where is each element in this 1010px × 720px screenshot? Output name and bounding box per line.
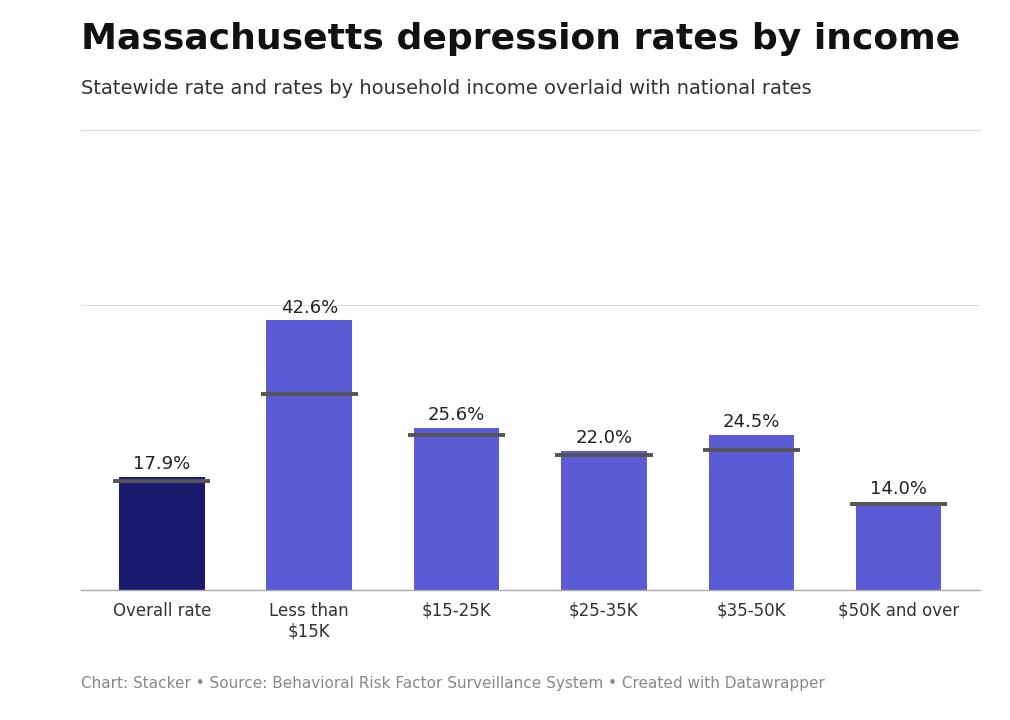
Text: Statewide rate and rates by household income overlaid with national rates: Statewide rate and rates by household in… (81, 79, 811, 98)
Text: Massachusetts depression rates by income: Massachusetts depression rates by income (81, 22, 961, 55)
Text: 14.0%: 14.0% (871, 480, 927, 498)
Bar (709, 435, 794, 590)
Bar (562, 451, 646, 590)
Text: Chart: Stacker • Source: Behavioral Risk Factor Surveillance System • Created wi: Chart: Stacker • Source: Behavioral Risk… (81, 676, 825, 691)
Text: 42.6%: 42.6% (281, 299, 337, 317)
Bar (414, 428, 499, 590)
Bar (855, 502, 941, 590)
Bar (267, 320, 351, 590)
Text: 25.6%: 25.6% (428, 406, 485, 424)
Bar (119, 477, 205, 590)
Text: 17.9%: 17.9% (133, 455, 191, 473)
Text: 22.0%: 22.0% (576, 429, 632, 447)
Text: 24.5%: 24.5% (722, 413, 780, 431)
